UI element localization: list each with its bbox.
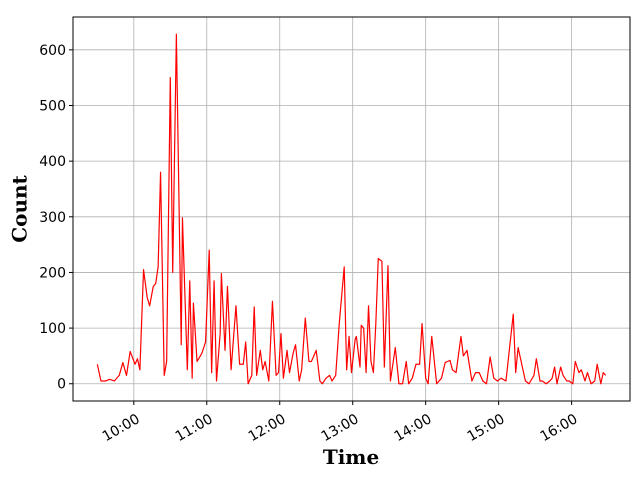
x-tick-label: 10:00 <box>100 411 143 445</box>
x-tick-label: 12:00 <box>246 411 289 445</box>
x-tick-label: 11:00 <box>173 411 216 445</box>
y-tick-label: 100 <box>39 321 66 337</box>
x-tick-label: 15:00 <box>465 411 508 445</box>
y-tick-label: 400 <box>39 154 66 170</box>
y-tick-label: 600 <box>39 43 66 59</box>
y-tick-label: 500 <box>39 98 66 114</box>
x-axis-label: Time <box>323 445 379 469</box>
y-axis-label: Count <box>8 174 32 242</box>
x-tick-label: 13:00 <box>319 411 362 445</box>
y-tick-label: 300 <box>39 210 66 226</box>
plot-frame <box>72 16 631 402</box>
x-tick-label: 16:00 <box>538 411 581 445</box>
y-tick-label: 200 <box>39 265 66 281</box>
y-tick-label: 0 <box>57 377 66 393</box>
x-tick-label: 14:00 <box>392 411 435 445</box>
data-line <box>96 33 607 385</box>
